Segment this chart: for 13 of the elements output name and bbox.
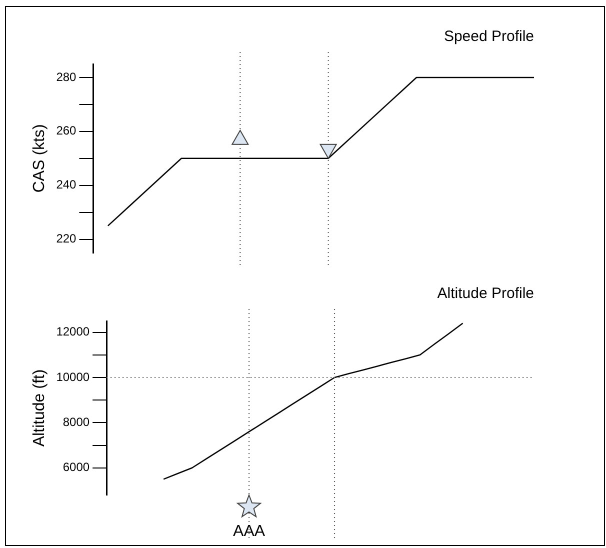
y-tick-label: 240 [56,178,77,192]
y-tick-label: 280 [56,70,77,84]
y-axis-title: Altitude (ft) [31,369,48,447]
y-tick-label: 220 [56,232,77,246]
chart-title: Speed Profile [444,28,534,46]
chart-title: Altitude Profile [437,285,534,302]
y-tick-label: 12000 [56,324,90,339]
y-tick-label: 6000 [62,460,90,474]
y-tick-label: 8000 [62,415,90,429]
y-axis-title: CAS (kts) [31,124,48,193]
text: AAA [233,523,266,541]
y-tick-label: 10000 [56,370,90,384]
y-tick-label: 260 [56,124,77,138]
